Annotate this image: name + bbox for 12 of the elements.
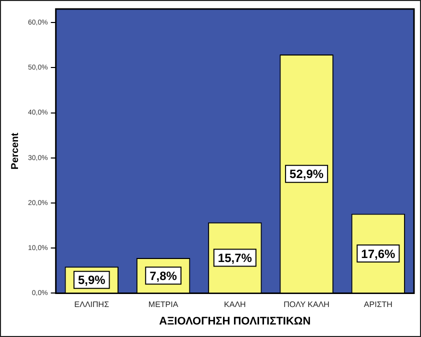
x-tick-label: ΑΡΙΣΤΗ (364, 300, 393, 310)
data-label: 15,7% (218, 251, 252, 266)
x-tick-label: ΕΛΛΙΠΗΣ (74, 300, 110, 310)
x-tick-label: ΜΕΤΡΙΑ (148, 300, 179, 310)
data-label: 17,6% (361, 246, 396, 261)
x-tick-label: ΚΑΛΗ (224, 300, 246, 310)
y-axis-title: Percent (10, 132, 21, 170)
data-label: 5,9% (78, 273, 106, 288)
x-tick-label: ΠΟΛΥ ΚΑΛΗ (284, 300, 330, 310)
x-axis-title: ΑΞΙΟΛΟΓΗΣΗ ΠΟΛΙΤΙΣΤΙΚΩΝ (159, 315, 311, 328)
data-label: 52,9% (290, 167, 324, 182)
data-label: 7,8% (150, 268, 178, 283)
